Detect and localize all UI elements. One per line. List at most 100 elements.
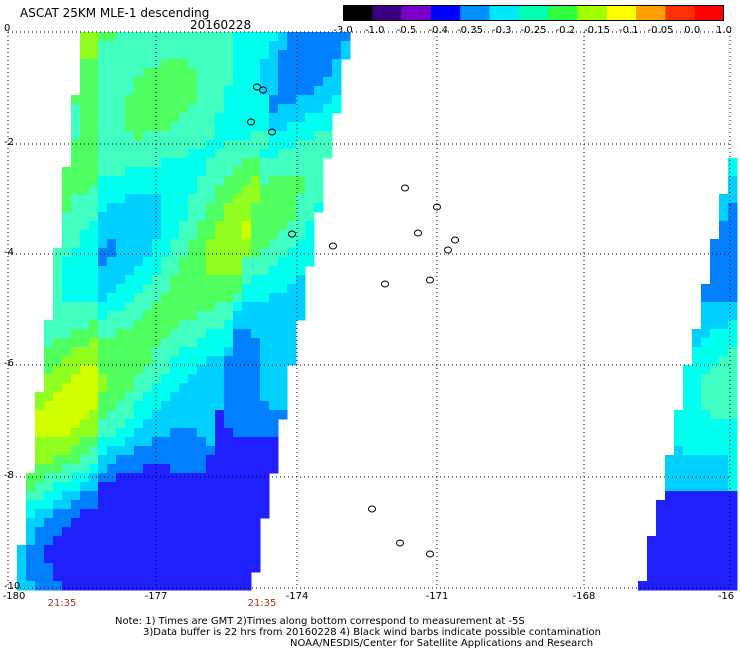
swath-cell xyxy=(242,410,252,420)
swath-cell xyxy=(242,185,252,195)
swath-cell xyxy=(242,131,252,141)
swath-cell xyxy=(80,410,90,420)
swath-cell xyxy=(53,491,63,501)
swath-cell xyxy=(107,536,117,546)
swath-cell xyxy=(17,572,27,582)
swath-cell xyxy=(179,437,189,447)
swath-cell xyxy=(152,365,162,375)
swath-cell xyxy=(143,356,153,366)
swath-cell xyxy=(80,122,90,132)
swath-cell xyxy=(170,338,180,348)
swath-cell xyxy=(143,86,153,96)
swath-cell xyxy=(260,59,270,69)
swath-cell xyxy=(305,86,315,96)
swath-cell xyxy=(161,338,171,348)
swath-cell xyxy=(179,149,189,159)
swath-cell xyxy=(323,77,333,87)
swath-cell xyxy=(143,563,153,573)
swath-cell xyxy=(224,203,234,213)
swath-cell xyxy=(170,329,180,339)
swath-cell xyxy=(143,401,153,411)
swath-cell xyxy=(728,581,738,591)
swath-cell xyxy=(683,527,693,537)
swath-cell xyxy=(269,32,279,42)
swath-cell xyxy=(53,302,63,312)
colorbar-segment xyxy=(343,5,373,21)
swath-cell xyxy=(674,482,684,492)
swath-cell xyxy=(260,50,270,60)
colorbar-segment xyxy=(577,5,608,21)
swath-cell xyxy=(260,266,270,276)
swath-cell xyxy=(134,554,144,564)
swath-cell xyxy=(224,284,234,294)
swath-cell xyxy=(233,545,243,555)
swath-cell xyxy=(143,167,153,177)
swath-cell xyxy=(701,500,711,510)
note-line-2: 3)Data buffer is 22 hrs from 20160228 4)… xyxy=(143,627,601,638)
swath-cell xyxy=(197,572,207,582)
swath-cell xyxy=(197,446,207,456)
lon-tick-label: -174 xyxy=(285,591,309,602)
swath-cell xyxy=(80,257,90,267)
swath-cell xyxy=(35,392,45,402)
swath-cell xyxy=(89,41,99,51)
swath-cell xyxy=(233,455,243,465)
swath-cell xyxy=(98,392,108,402)
swath-cell xyxy=(278,383,288,393)
swath-cell xyxy=(89,302,99,312)
swath-cell xyxy=(179,455,189,465)
swath-cell xyxy=(332,32,342,42)
swath-cell xyxy=(296,212,306,222)
swath-cell xyxy=(170,302,180,312)
swath-cell xyxy=(206,221,216,231)
swath-cell xyxy=(152,86,162,96)
swath-cell xyxy=(188,410,198,420)
swath-cell xyxy=(251,482,261,492)
swath-cell xyxy=(170,221,180,231)
swath-cell xyxy=(242,518,252,528)
swath-cell xyxy=(692,419,702,429)
swath-cell xyxy=(242,392,252,402)
swath-cell xyxy=(116,95,126,105)
swath-cell xyxy=(260,365,270,375)
swath-cell xyxy=(683,455,693,465)
colorbar-segment xyxy=(401,5,432,21)
swath-cell xyxy=(62,203,72,213)
swath-cell xyxy=(170,68,180,78)
swath-cell xyxy=(152,95,162,105)
island-outline xyxy=(381,280,389,288)
swath-cell xyxy=(296,59,306,69)
swath-cell xyxy=(233,167,243,177)
colorbar-segment xyxy=(518,5,549,21)
swath-cell xyxy=(287,203,297,213)
swath-cell xyxy=(206,554,216,564)
swath-cell xyxy=(71,140,81,150)
swath-cell xyxy=(44,374,54,384)
swath-cell xyxy=(89,176,99,186)
swath-cell xyxy=(152,248,162,258)
swath-cell xyxy=(170,401,180,411)
swath-cell xyxy=(143,464,153,474)
swath-cell xyxy=(188,86,198,96)
swath-cell xyxy=(224,464,234,474)
swath-cell xyxy=(53,383,63,393)
swath-cell xyxy=(62,347,72,357)
pass-time-2: 21:35 xyxy=(247,598,277,609)
swath-cell xyxy=(62,581,72,591)
swath-cell xyxy=(161,104,171,114)
swath-cell xyxy=(152,410,162,420)
swath-cell xyxy=(80,320,90,330)
swath-cell xyxy=(26,554,36,564)
swath-cell xyxy=(323,68,333,78)
swath-cell xyxy=(134,32,144,42)
swath-cell xyxy=(728,293,738,303)
swath-cell xyxy=(224,239,234,249)
swath-cell xyxy=(134,401,144,411)
swath-cell xyxy=(170,419,180,429)
lat-tick-label: -10 xyxy=(4,581,21,592)
swath-cell xyxy=(728,212,738,222)
island-outline xyxy=(426,276,434,284)
swath-cell xyxy=(125,176,135,186)
swath-cell xyxy=(143,122,153,132)
swath-cell xyxy=(134,410,144,420)
